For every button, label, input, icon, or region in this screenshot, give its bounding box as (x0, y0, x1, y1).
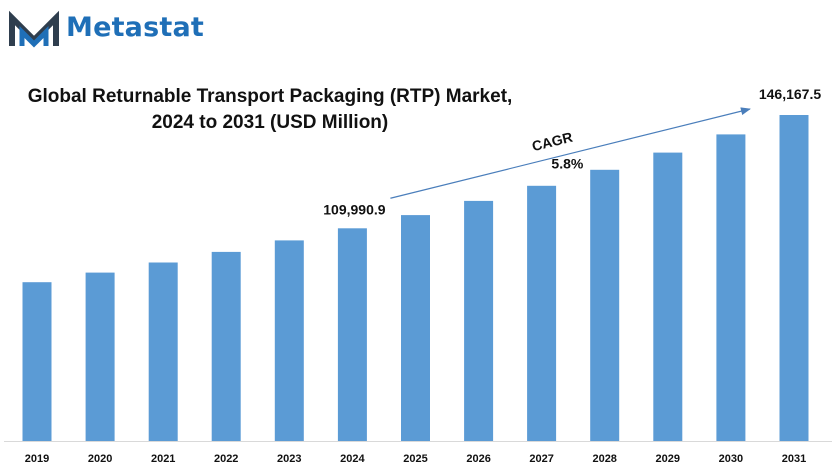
start-value-label: 109,990.9 (323, 201, 385, 217)
bars-group (22, 115, 809, 442)
bar-2029 (653, 152, 683, 441)
bar-2019 (22, 282, 52, 441)
bar-2027 (527, 185, 557, 441)
bar-2023 (274, 240, 304, 441)
chart-title-line-1: Global Returnable Transport Packaging (R… (27, 86, 513, 107)
x-tick-label-2026: 2026 (466, 453, 490, 465)
x-tick-label-2029: 2029 (656, 453, 680, 465)
x-tick-label-2028: 2028 (592, 453, 616, 465)
x-tick-label-2020: 2020 (88, 453, 112, 465)
x-tick-labels: 2019 2020 2021 2022 2023 2024 2025 2026 2027 2028… (25, 453, 806, 465)
bar-2031 (779, 115, 809, 441)
bar-2025 (401, 215, 430, 441)
x-tick-label-2021: 2021 (151, 453, 175, 465)
x-tick-label-2031: 2031 (782, 453, 806, 465)
x-tick-label-2027: 2027 (529, 453, 553, 465)
bar-2022 (211, 251, 241, 441)
bar-2026 (464, 200, 494, 441)
x-tick-label-2023: 2023 (277, 453, 301, 465)
x-tick-label-2025: 2025 (403, 453, 427, 465)
metastat-m-logo-icon (9, 10, 59, 48)
chart-title: Global Returnable Transport Packaging (R… (20, 84, 520, 136)
x-tick-label-2024: 2024 (340, 453, 365, 465)
chart-title-line-2: 2024 to 2031 (USD Million) (151, 112, 389, 133)
cagr-arrow (390, 107, 751, 199)
metastat-logo (9, 10, 59, 48)
bar-2030 (716, 134, 746, 441)
cagr-value: 5.8% (551, 155, 583, 171)
brand-name: Metastat (66, 12, 205, 43)
x-tick-label-2030: 2030 (719, 453, 743, 465)
end-value-label: 146,167.5 (759, 86, 821, 102)
bar-2028 (590, 169, 620, 442)
cagr-label: CAGR (530, 129, 574, 154)
x-tick-label-2019: 2019 (25, 453, 49, 465)
bar-2021 (148, 262, 178, 441)
bar-2024 (337, 228, 367, 441)
bar-2020 (85, 272, 115, 441)
x-tick-label-2022: 2022 (214, 453, 238, 465)
